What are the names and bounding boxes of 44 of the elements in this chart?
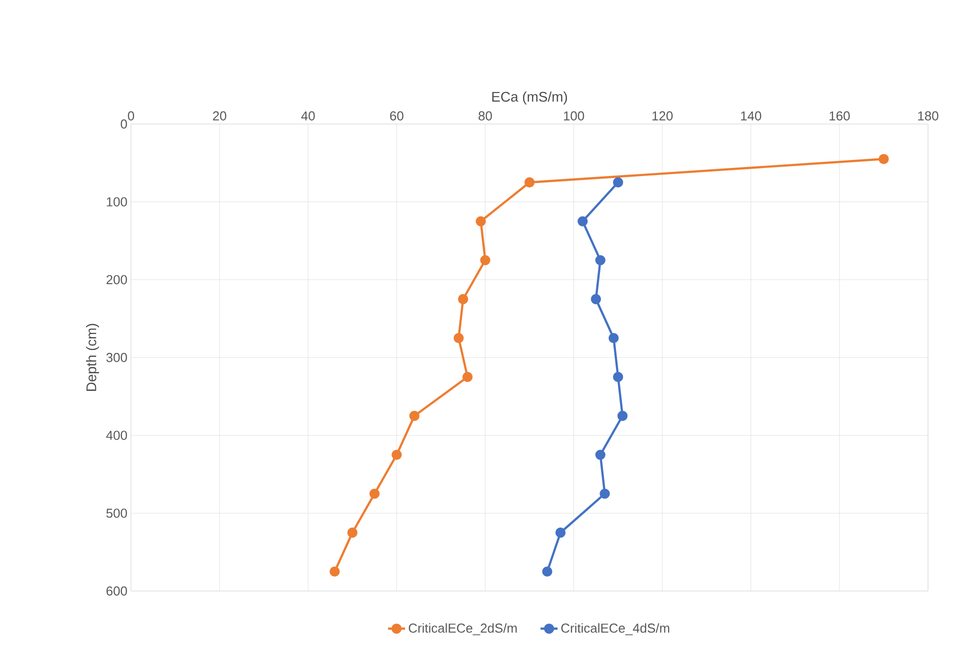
point [409, 410, 420, 421]
legend-label: CriticalECe_2dS/m [408, 623, 517, 636]
x-tick-label: 80 [478, 111, 492, 120]
point [458, 294, 468, 304]
x-tick-label: 100 [564, 111, 584, 120]
y-tick-label: 300 [106, 352, 127, 362]
x-tick-label: 160 [830, 111, 850, 120]
y-tick-label: 400 [106, 430, 127, 440]
point [369, 488, 380, 499]
point [480, 255, 490, 266]
point [555, 528, 566, 538]
point [476, 216, 486, 226]
y-tick-label: 0 [120, 119, 127, 129]
x-tick-label: 0 [128, 111, 134, 120]
point [878, 154, 889, 164]
point [462, 372, 473, 382]
x-tick-label: 180 [918, 111, 938, 120]
point [617, 410, 628, 421]
point [392, 450, 402, 460]
x-tick-label: 140 [741, 111, 762, 120]
y-tick-label: 200 [106, 275, 127, 284]
point [595, 450, 606, 460]
legend-label: CriticalECe_4dS/m [561, 623, 670, 636]
point [347, 528, 358, 538]
point [600, 488, 610, 499]
x-tick-label: 60 [390, 111, 404, 120]
x-tick-label: 120 [652, 111, 673, 120]
point [612, 177, 624, 188]
point [595, 255, 606, 266]
x-tick-label: 20 [213, 111, 226, 120]
point [330, 566, 340, 577]
y-tick-label: 100 [106, 197, 127, 206]
point [612, 372, 624, 382]
point [578, 216, 588, 226]
y-axis-title: Depth (cm) [86, 324, 100, 391]
point [454, 332, 464, 344]
point [542, 566, 552, 577]
x-tick-label: 40 [301, 111, 315, 120]
point [608, 332, 619, 344]
y-tick-label: 600 [106, 586, 127, 596]
point [524, 177, 535, 188]
point [590, 294, 602, 304]
x-axis-title: ECa (mS/m) [492, 91, 567, 104]
y-tick-label: 500 [106, 508, 127, 518]
